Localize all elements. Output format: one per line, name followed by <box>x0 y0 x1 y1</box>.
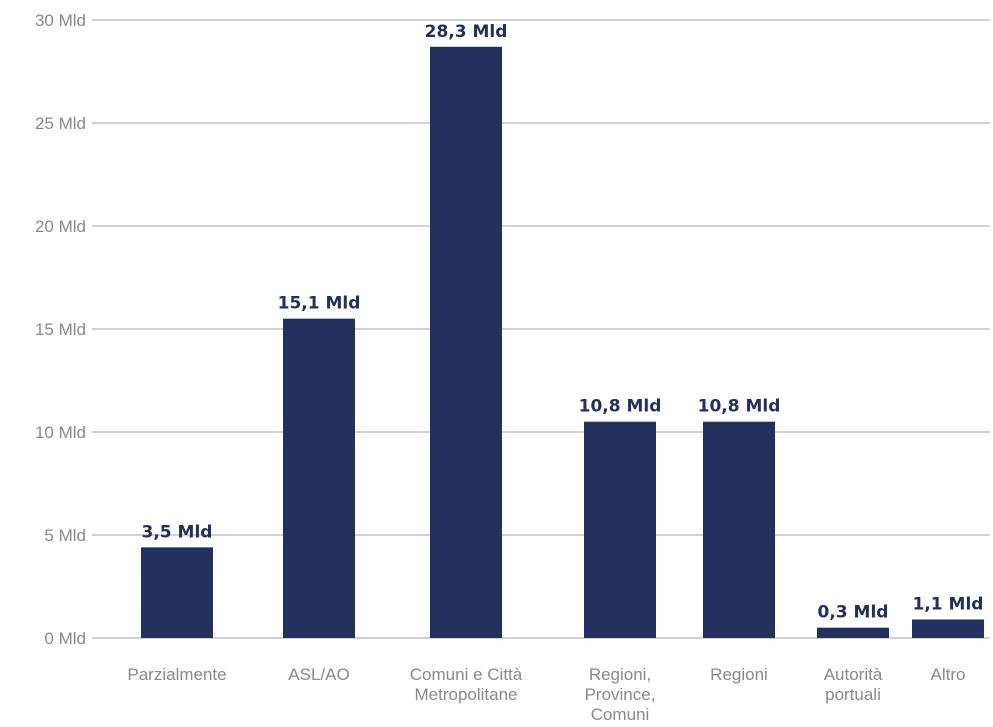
x-category-label-line: Parzialmente <box>127 665 226 684</box>
y-axis-tick-labels: 0 Mld 5 Mld 10 Mld 15 Mld 20 Mld 25 Mld 30 Mld <box>35 11 86 648</box>
x-category-label: Regioni <box>710 665 768 684</box>
bar <box>703 421 775 638</box>
bar <box>817 627 889 638</box>
x-category-label: Regioni, Province, Comuni <box>585 665 656 724</box>
y-tick-label: 15 Mld <box>35 320 86 339</box>
x-category-label-line: portuali <box>825 685 881 704</box>
data-label: 15,1 Mld <box>278 294 361 314</box>
bar <box>430 46 502 638</box>
x-category-label-line: Regioni, <box>589 665 651 684</box>
y-tick-label: 10 Mld <box>35 423 86 442</box>
x-category-label-line: Regioni <box>710 665 768 684</box>
data-label: 10,8 Mld <box>579 397 662 417</box>
data-label: 0,3 Mld <box>818 603 889 623</box>
gridlines <box>92 19 990 639</box>
y-tick-label: 25 Mld <box>35 114 86 133</box>
x-category-label-line: Province, <box>585 685 656 704</box>
x-axis-category-labels: Parzialmente ASL/AO Comuni e Città Metropol… <box>127 665 965 724</box>
x-category-label: Parzialmente <box>127 665 226 684</box>
x-category-label-line: Comuni e Città <box>410 665 523 684</box>
x-category-label-line: ASL/AO <box>288 665 349 684</box>
bar <box>584 421 656 638</box>
bar <box>283 318 355 638</box>
bar <box>912 619 984 638</box>
y-tick-label: 20 Mld <box>35 217 86 236</box>
x-category-label-line: Autorità <box>824 665 883 684</box>
y-tick-label: 5 Mld <box>44 526 86 545</box>
x-category-label: Comuni e Città Metropolitane <box>410 665 523 704</box>
data-label: 28,3 Mld <box>425 22 508 42</box>
x-category-label: Autorità portuali <box>824 665 883 704</box>
x-category-label: ASL/AO <box>288 665 349 684</box>
x-category-label-line: Altro <box>931 665 966 684</box>
data-label: 3,5 Mld <box>142 522 213 542</box>
bars <box>141 46 984 638</box>
y-tick-label: 30 Mld <box>35 11 86 30</box>
data-label: 1,1 Mld <box>913 594 984 614</box>
data-labels: 3,5 Mld 15,1 Mld 28,3 Mld 10,8 Mld 10,8 Mld 0… <box>142 22 984 623</box>
y-tick-label: 0 Mld <box>44 629 86 648</box>
x-category-label: Altro <box>931 665 966 684</box>
bar <box>141 547 213 638</box>
data-label: 10,8 Mld <box>698 397 781 417</box>
x-category-label-line: Comuni <box>591 705 650 724</box>
x-category-label-line: Metropolitane <box>414 685 517 704</box>
